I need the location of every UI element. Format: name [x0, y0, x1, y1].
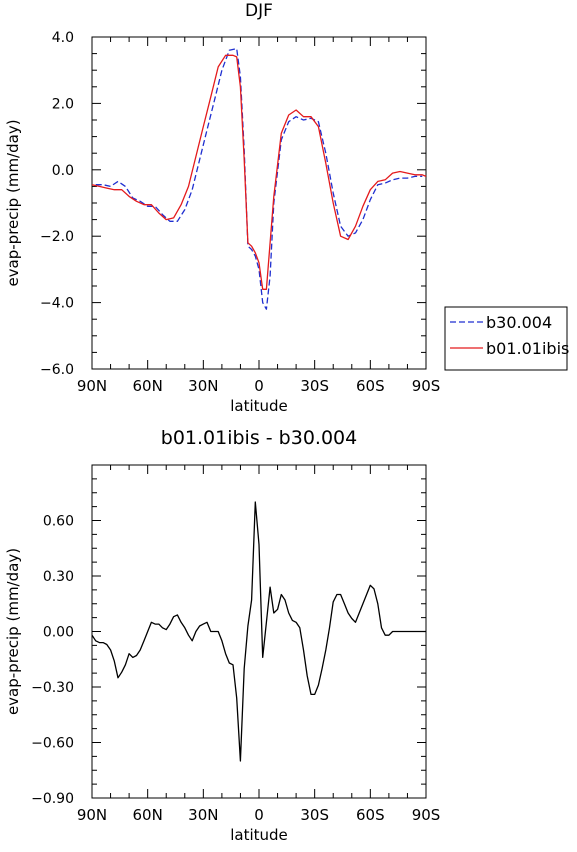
legend: b30.004 b01.01ibis — [444, 306, 569, 371]
plot-frame — [91, 464, 427, 799]
x-tick-label: 90N — [77, 806, 107, 824]
y-tick-label: −4.0 — [40, 296, 74, 312]
x-tick-label: 30N — [188, 806, 218, 824]
x-tick-label: 30S — [300, 377, 329, 395]
y-tick-label: −2.0 — [40, 229, 74, 245]
y-tick-label: −0.30 — [31, 680, 74, 696]
x-tick-label: 0 — [254, 377, 264, 395]
x-tick-label: 60S — [356, 806, 385, 824]
y-tick-label: 0.60 — [43, 514, 74, 530]
y-axis-label: evap-precip (mm/day) — [4, 548, 22, 715]
x-tick-label: 60N — [133, 806, 163, 824]
y-tick-label: 0.00 — [43, 625, 74, 641]
y-tick-label: −0.60 — [31, 736, 74, 752]
x-tick-label: 0 — [254, 806, 264, 824]
series-line-b01.01ibis — [91, 54, 427, 290]
y-tick-label: 2.0 — [52, 96, 74, 112]
x-axis-label: latitude — [230, 397, 288, 415]
x-tick-label: 60S — [356, 377, 385, 395]
chart-title: b01.01ibis - b30.004 — [161, 427, 357, 449]
y-axis-label: evap-precip (mm/day) — [4, 119, 22, 286]
y-tick-label: −0.90 — [31, 791, 74, 807]
legend-label-b30: b30.004 — [486, 313, 552, 332]
x-tick-label: 60N — [133, 377, 163, 395]
x-tick-label: 90N — [77, 377, 107, 395]
x-tick-label: 90S — [412, 806, 441, 824]
y-tick-label: 4.0 — [52, 30, 74, 46]
x-tick-label: 30S — [300, 806, 329, 824]
y-tick-label: 0.0 — [52, 163, 74, 179]
chart-title: DJF — [245, 1, 273, 21]
x-axis-label: latitude — [230, 826, 288, 844]
series-line-difference — [91, 501, 426, 762]
series-line-b30.004 — [95, 47, 423, 310]
x-tick-label: 90S — [412, 377, 441, 395]
bottom-panel: b01.01ibis - b30.004 90N 60N 30N 0 30S 60S 90S 0… — [4, 427, 440, 844]
legend-box — [444, 306, 568, 371]
y-tick-label: −6.0 — [40, 362, 74, 378]
legend-label-b01: b01.01ibis — [486, 339, 569, 358]
x-tick-label: 30N — [188, 377, 218, 395]
top-panel: DJF 90N 60N 30N 0 30S 60S 90S 4.0 2.0 0.0 −2.0 −4.0 −… — [4, 1, 440, 415]
y-tick-label: 0.30 — [43, 569, 74, 585]
